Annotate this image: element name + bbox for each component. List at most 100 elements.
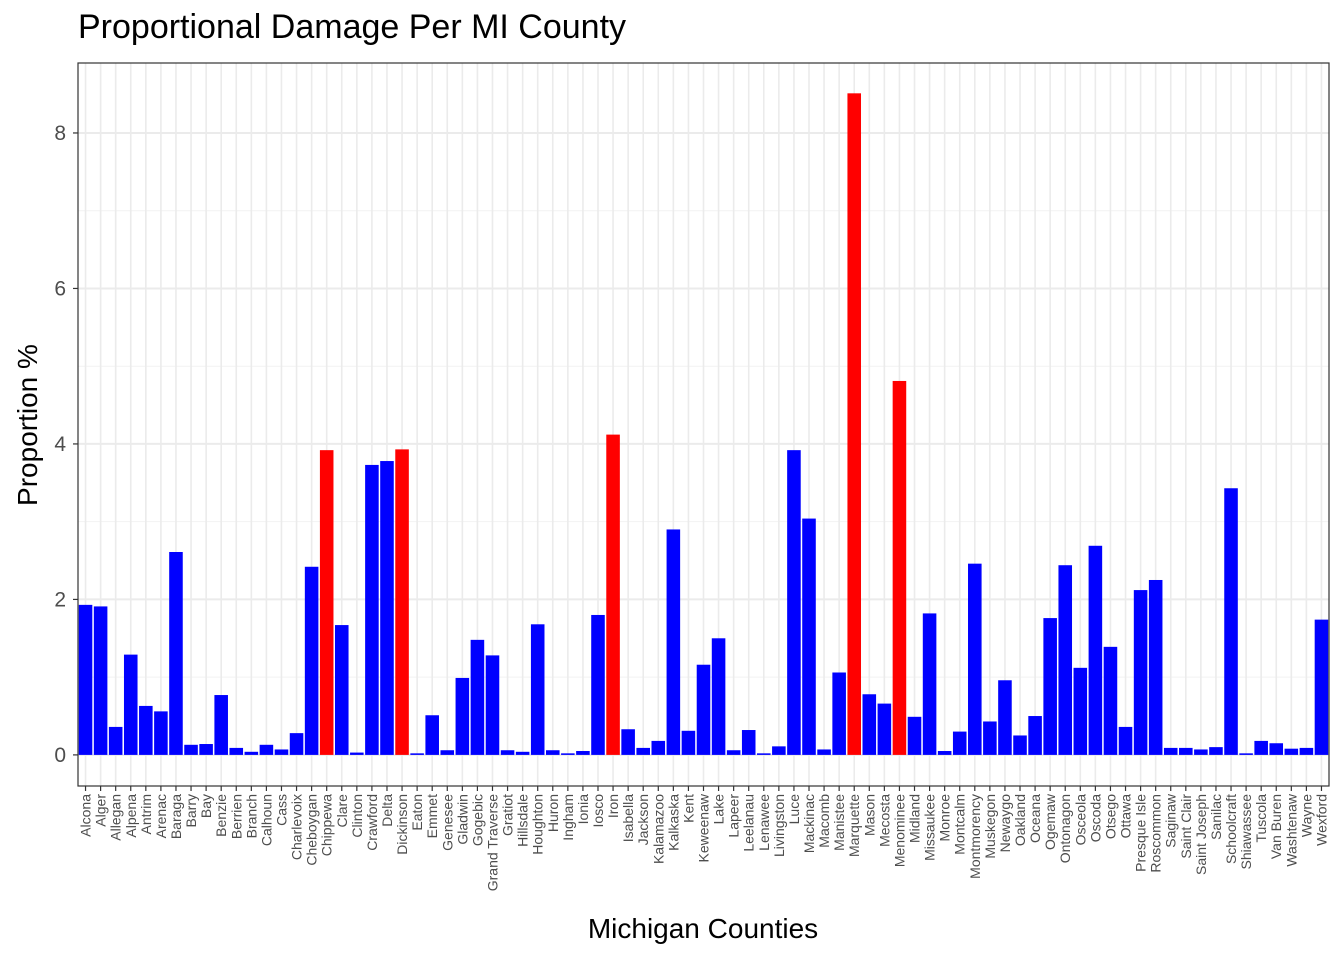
x-tick-label: Midland (907, 794, 923, 843)
bar-crawford (365, 464, 379, 755)
bar-oceana (1028, 716, 1042, 755)
x-tick-label: Emmet (424, 794, 440, 838)
x-tick-label: Kent (680, 794, 696, 823)
x-tick-label: Gratiot (500, 794, 516, 836)
x-tick-label: Muskegon (982, 794, 998, 859)
x-tick-label: Roscommon (1148, 794, 1164, 873)
x-tick-label: Hillsdale (515, 794, 531, 847)
bar-otsego (1103, 646, 1118, 755)
x-tick-label: Cheboygan (304, 794, 320, 866)
x-tick-label: Shiawassee (1238, 794, 1254, 870)
y-tick-label: 8 (54, 122, 66, 145)
y-tick-label: 2 (54, 588, 66, 611)
x-tick-label: Isabella (620, 794, 636, 842)
x-tick-label: Iosco (590, 794, 606, 828)
bar-iron (606, 434, 620, 755)
x-tick-label: Clare (334, 794, 350, 828)
x-tick-label: Lapeer (726, 794, 742, 838)
bar-kent (681, 730, 696, 755)
bar-ingham (561, 753, 575, 755)
x-tick-label: Houghton (530, 794, 546, 855)
bar-lake (711, 638, 726, 755)
bar-calhoun (259, 744, 274, 755)
bar-alpena (123, 654, 138, 755)
bar-washtenaw (1284, 748, 1299, 755)
bar-huron (545, 750, 560, 755)
x-tick-label: Clinton (349, 794, 365, 838)
bar-clinton (350, 752, 364, 755)
x-tick-label: Calhoun (258, 794, 274, 846)
x-tick-label: Ogemaw (1042, 793, 1058, 850)
bar-gratiot (500, 750, 515, 755)
y-axis-title: Proportion % (12, 344, 43, 506)
bar-mason (862, 694, 877, 755)
y-tick-label: 4 (54, 433, 66, 456)
y-tick-label: 0 (54, 744, 66, 767)
x-tick-label: Tuscola (1253, 794, 1269, 843)
x-tick-label: Chippewa (319, 794, 335, 856)
x-tick-label: Ontonagon (1057, 794, 1073, 863)
x-tick-label: Gladwin (454, 794, 470, 845)
x-tick-label: Luce (786, 794, 802, 825)
x-tick-label: Ingham (560, 794, 576, 841)
x-tick-label: Ottawa (1118, 794, 1134, 839)
x-tick-label: Saginaw (1163, 793, 1179, 848)
bar-wexford (1314, 619, 1329, 755)
x-tick-label: Antrim (138, 794, 154, 834)
x-tick-label: Dickinson (394, 794, 410, 855)
x-tick-label: Oscoda (1087, 794, 1103, 842)
bar-jackson (636, 747, 650, 755)
bar-gogebic (470, 639, 485, 755)
bar-arenac (154, 711, 168, 755)
bar-marquette (847, 93, 862, 755)
x-tick-label: Cass (273, 794, 289, 826)
bar-kalkaska (666, 529, 681, 755)
x-tick-label: Missaukee (922, 794, 938, 861)
x-tick-label: Jackson (635, 794, 651, 845)
x-tick-label: Wexford (1313, 794, 1329, 846)
x-tick-label: Menominee (891, 794, 907, 867)
bars (78, 93, 1329, 755)
bar-luce (787, 450, 801, 755)
bar-lapeer (726, 750, 741, 755)
x-tick-label: Montmorency (967, 794, 983, 879)
chart-title: Proportional Damage Per MI County (78, 8, 627, 46)
x-tick-label: Saint Clair (1178, 794, 1194, 859)
x-tick-label: Delta (379, 794, 395, 827)
bar-van-buren (1269, 743, 1284, 755)
x-tick-label: Berrien (228, 794, 244, 839)
bar-ionia (576, 751, 590, 755)
bar-chippewa (319, 450, 334, 755)
x-tick-label: Mackinac (801, 794, 817, 853)
bar-monroe (937, 751, 952, 755)
x-tick-label: Genesee (439, 794, 455, 851)
bar-eaton (410, 753, 424, 755)
x-tick-label: Leelanau (741, 794, 757, 852)
bar-oakland (1013, 735, 1027, 755)
bar-macomb (817, 749, 831, 755)
bar-houghton (530, 624, 545, 755)
bar-allegan (108, 726, 123, 755)
bar-clare (334, 625, 349, 755)
bar-emmet (425, 715, 439, 755)
bar-manistee (832, 672, 846, 755)
bar-shiawassee (1239, 753, 1253, 755)
x-tick-label: Van Buren (1268, 794, 1284, 859)
bar-berrien (229, 747, 244, 755)
x-tick-label: Sanilac (1208, 794, 1224, 840)
bar-schoolcraft (1224, 488, 1238, 755)
bar-benzie (214, 695, 228, 755)
x-tick-label: Otsego (1102, 794, 1118, 839)
bar-cheboygan (304, 566, 319, 755)
x-tick-label: Lenawee (756, 794, 772, 851)
bar-livingston (772, 746, 786, 755)
x-tick-label: Crawford (364, 794, 380, 851)
x-tick-label: Saint Joseph (1193, 794, 1209, 875)
bar-tuscola (1254, 740, 1268, 755)
x-tick-label: Macomb (816, 794, 832, 848)
x-tick-label: Grand Traverse (484, 794, 500, 891)
bar-mackinac (802, 518, 816, 755)
bar-gladwin (455, 677, 470, 755)
bar-cass (274, 749, 289, 755)
bar-bay (199, 744, 213, 755)
